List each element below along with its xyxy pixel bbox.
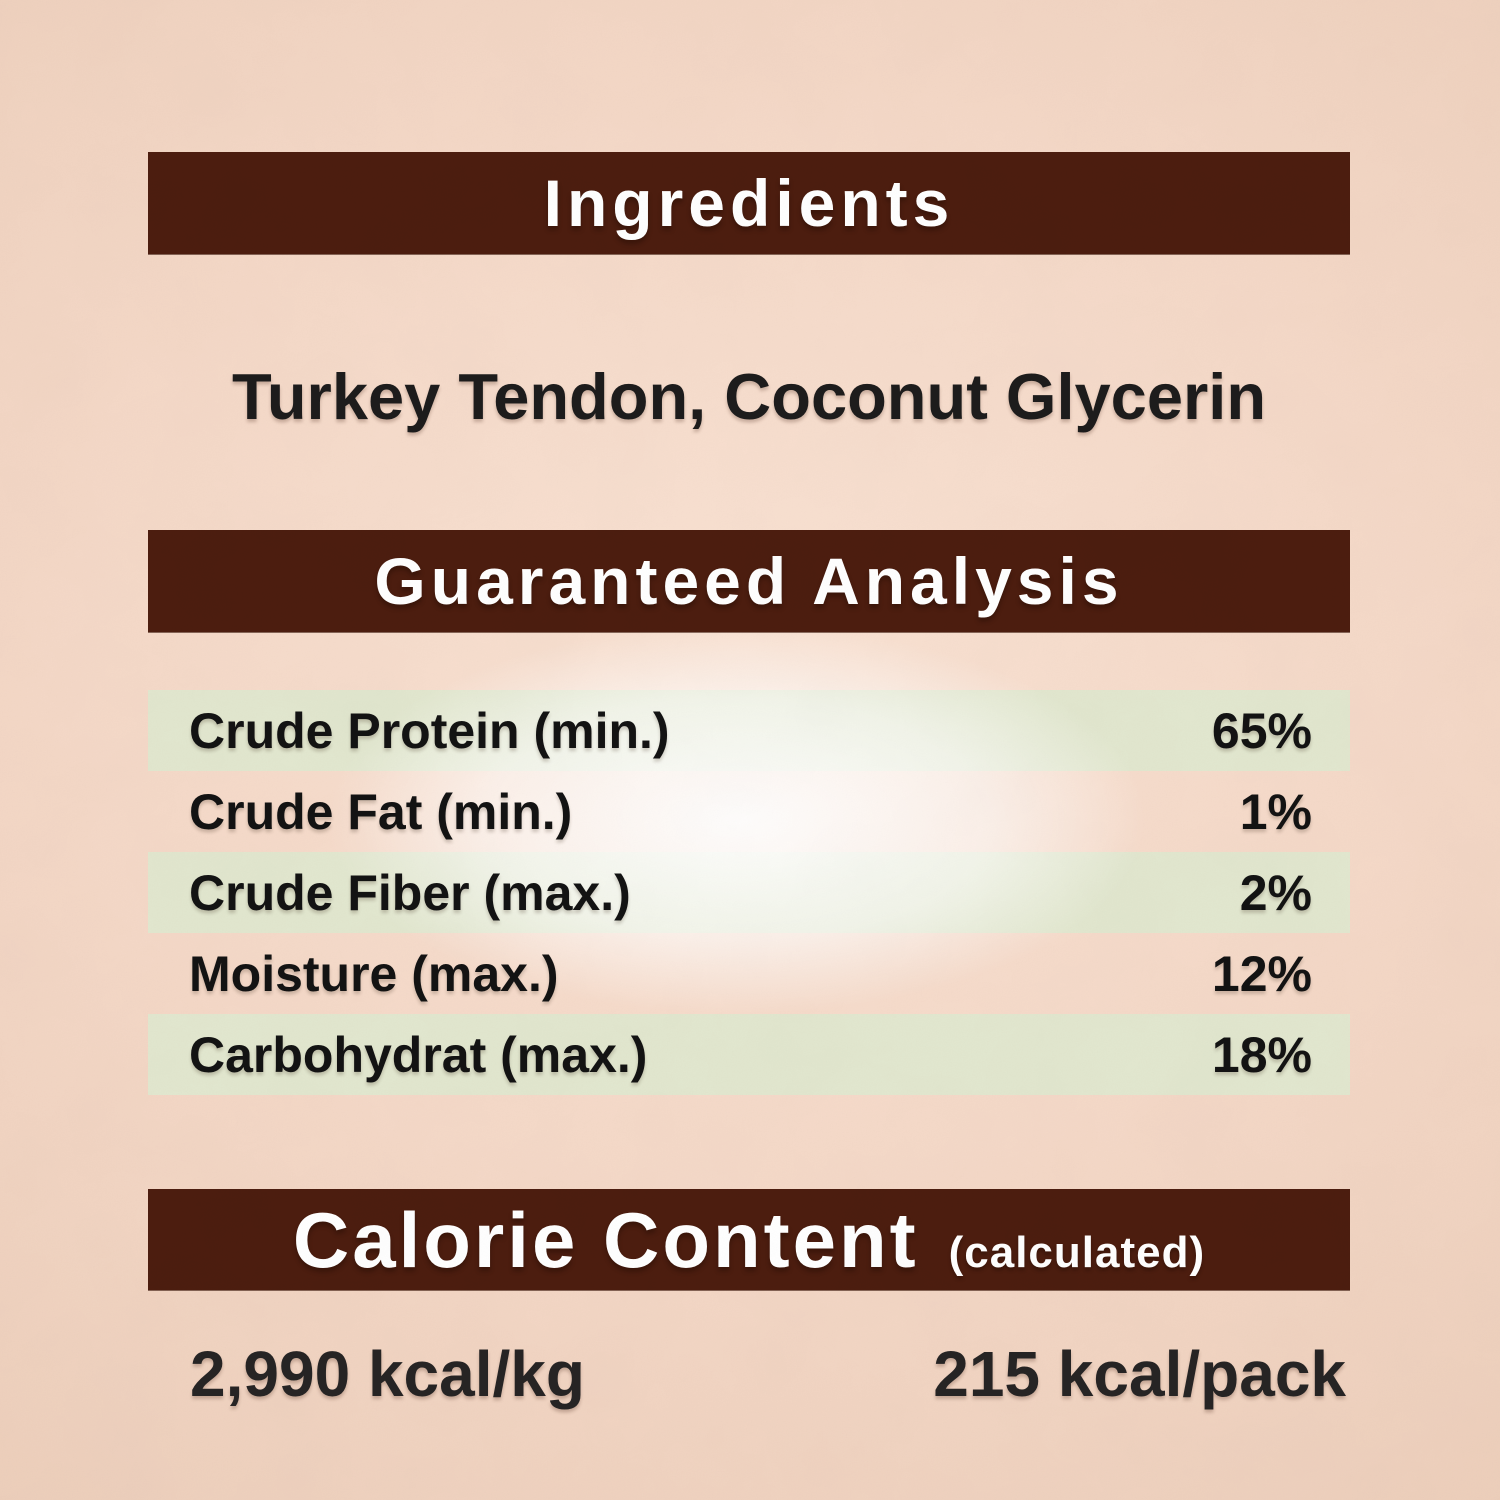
ingredients-list-text: Turkey Tendon, Coconut Glycerin xyxy=(231,359,1267,433)
row-value: 65% xyxy=(1211,702,1312,759)
table-row: Crude Fiber (max.) 2% xyxy=(148,852,1350,933)
table-row: Crude Protein (min.) 65% xyxy=(148,690,1350,771)
row-label: Crude Fat (min.) xyxy=(189,783,573,840)
ingredients-title: Ingredients xyxy=(543,166,955,240)
guaranteed-analysis-table: Crude Protein (min.) 65% Crude Fat (min.… xyxy=(148,632,1350,1101)
calorie-content-header-bar: Calorie Content (calculated) xyxy=(148,1189,1350,1290)
row-value: 1% xyxy=(1239,783,1312,840)
table-row: Carbohydrat (max.) 18% xyxy=(148,1014,1350,1095)
calories-per-pack: 215 kcal/pack xyxy=(933,1338,1346,1410)
calorie-content-title: Calorie Content xyxy=(292,1195,919,1284)
calorie-content-header-inner: Calorie Content (calculated) xyxy=(293,1201,1205,1279)
ingredients-list: Turkey Tendon, Coconut Glycerin xyxy=(148,356,1350,436)
row-label: Crude Protein (min.) xyxy=(189,702,670,759)
row-value: 18% xyxy=(1211,1026,1312,1083)
guaranteed-analysis-title: Guaranteed Analysis xyxy=(374,544,1124,618)
table-row: Crude Fat (min.) 1% xyxy=(148,771,1350,852)
ingredients-header-bar: Ingredients xyxy=(148,152,1350,254)
row-label: Crude Fiber (max.) xyxy=(189,864,631,921)
row-value: 12% xyxy=(1211,945,1312,1002)
calorie-content-qualifier: (calculated) xyxy=(948,1227,1206,1277)
calorie-values-row: 2,990 kcal/kg 215 kcal/pack xyxy=(148,1334,1350,1414)
calories-per-kg: 2,990 kcal/kg xyxy=(190,1338,585,1410)
table-row: Moisture (max.) 12% xyxy=(148,933,1350,1014)
guaranteed-analysis-header-bar: Guaranteed Analysis xyxy=(148,530,1350,632)
row-label: Carbohydrat (max.) xyxy=(189,1026,648,1083)
row-value: 2% xyxy=(1239,864,1312,921)
row-label: Moisture (max.) xyxy=(189,945,559,1002)
